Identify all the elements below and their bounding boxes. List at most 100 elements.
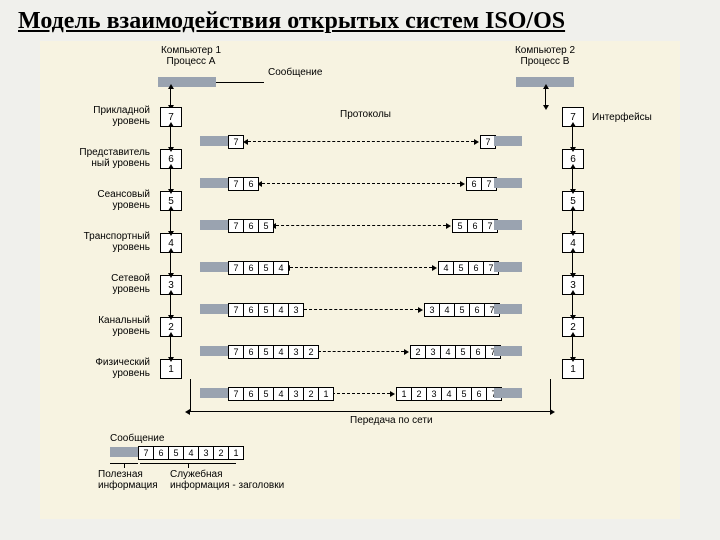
footer-msg-label: Сообщение bbox=[110, 433, 164, 444]
right-box-1: 1 bbox=[562, 359, 584, 379]
seg-bar-right-3 bbox=[494, 304, 522, 314]
seg-bar-right-2 bbox=[494, 346, 522, 356]
network-line bbox=[190, 411, 550, 412]
seg-cell: 4 bbox=[274, 261, 289, 275]
layer2-label: Канальный уровень bbox=[52, 315, 150, 337]
seg-cell: 1 bbox=[396, 387, 412, 401]
seg-cell: 5 bbox=[259, 219, 274, 233]
seg-cell: 5 bbox=[259, 303, 274, 317]
seg-cell: 5 bbox=[259, 261, 274, 275]
v-r-76 bbox=[572, 127, 573, 147]
v-l-76 bbox=[170, 127, 171, 147]
layer5-label: Сеансовый уровень bbox=[52, 189, 150, 211]
seg-cell: 6 bbox=[471, 345, 486, 359]
message-label: Сообщение bbox=[268, 67, 322, 78]
left-box-1: 1 bbox=[160, 359, 182, 379]
comp2-proc: Процесс В bbox=[500, 56, 590, 67]
seg-left-5: 765 bbox=[228, 219, 274, 231]
seg-cell: 5 bbox=[457, 387, 472, 401]
seg-cell: 5 bbox=[456, 345, 471, 359]
seg-cell: 6 bbox=[244, 261, 259, 275]
seg-cell: 5 bbox=[169, 446, 184, 460]
seg-bar-left-4 bbox=[200, 262, 228, 272]
v-l-32 bbox=[170, 295, 171, 315]
seg-cell: 5 bbox=[452, 219, 468, 233]
network-label: Передача по сети bbox=[350, 415, 433, 426]
seg-cell: 6 bbox=[468, 219, 483, 233]
v-r-21 bbox=[572, 337, 573, 357]
seg-cell: 2 bbox=[304, 387, 319, 401]
layer4-label: Транспортный уровень bbox=[52, 231, 150, 253]
seg-cell: 4 bbox=[274, 345, 289, 359]
seg-cell: 6 bbox=[244, 177, 259, 191]
comp2-label: Компьютер 2 Процесс В bbox=[500, 45, 590, 67]
seg-left-3: 76543 bbox=[228, 303, 304, 315]
seg-left-7: 7 bbox=[228, 135, 244, 147]
seg-bar-left-1 bbox=[200, 388, 228, 398]
seg-left-4: 7654 bbox=[228, 261, 289, 273]
seg-cell: 5 bbox=[454, 261, 469, 275]
v-l-21 bbox=[170, 337, 171, 357]
seg-cell: 6 bbox=[469, 261, 484, 275]
seg-cell: 6 bbox=[244, 303, 259, 317]
seg-cell: 7 bbox=[228, 261, 244, 275]
seg-cell: 7 bbox=[228, 387, 244, 401]
interfaces-label: Интерфейсы bbox=[592, 112, 652, 123]
v-l-54 bbox=[170, 211, 171, 231]
proto-line-6 bbox=[262, 183, 460, 184]
comp1-proc: Процесс А bbox=[146, 56, 236, 67]
v-r-54 bbox=[572, 211, 573, 231]
service-label: Служебная информация - заголовки bbox=[170, 469, 284, 491]
seg-cell: 6 bbox=[244, 219, 259, 233]
v-l-43 bbox=[170, 253, 171, 273]
seg-cell: 1 bbox=[319, 387, 334, 401]
seg-left-6: 76 bbox=[228, 177, 259, 189]
seg-cell: 2 bbox=[214, 446, 229, 460]
seg-cell: 7 bbox=[228, 219, 244, 233]
comp1-name: Компьютер 1 bbox=[146, 45, 236, 56]
seg-cell: 4 bbox=[438, 261, 454, 275]
seg-cell: 4 bbox=[274, 303, 289, 317]
seg-right-3: 34567 bbox=[424, 303, 500, 315]
v-r-32 bbox=[572, 295, 573, 315]
brace-service-tick bbox=[188, 463, 189, 468]
seg-cell: 6 bbox=[470, 303, 485, 317]
seg-bar-left-5 bbox=[200, 220, 228, 230]
seg-cell: 3 bbox=[199, 446, 214, 460]
slide-title: Модель взаимодействия открытых систем IS… bbox=[18, 8, 702, 35]
seg-right-6: 67 bbox=[466, 177, 497, 189]
seg-bar-left-7 bbox=[200, 136, 228, 146]
seg-cell: 7 bbox=[228, 345, 244, 359]
seg-cell: 4 bbox=[184, 446, 199, 460]
layer1-label: Физический уровень bbox=[52, 357, 150, 379]
seg-left-1: 7654321 bbox=[228, 387, 334, 399]
seg-bar-right-5 bbox=[494, 220, 522, 230]
seg-cell: 1 bbox=[229, 446, 244, 460]
proto-line-5 bbox=[276, 225, 446, 226]
seg-cell: 3 bbox=[289, 303, 304, 317]
seg-right-1: 1234567 bbox=[396, 387, 502, 399]
net-stub-l bbox=[190, 379, 191, 411]
seg-right-2: 234567 bbox=[410, 345, 501, 357]
seg-cell: 2 bbox=[410, 345, 426, 359]
seg-cell: 7 bbox=[228, 303, 244, 317]
arrow-a-down bbox=[170, 89, 171, 105]
seg-left-2: 765432 bbox=[228, 345, 319, 357]
seg-cell: 6 bbox=[244, 345, 259, 359]
seg-cell: 7 bbox=[228, 177, 244, 191]
seg-cell: 3 bbox=[427, 387, 442, 401]
seg-cell: 7 bbox=[138, 446, 154, 460]
layer7-label: Прикладной уровень bbox=[52, 105, 150, 127]
seg-cell: 3 bbox=[289, 387, 304, 401]
seg-cell: 3 bbox=[289, 345, 304, 359]
seg-cell: 4 bbox=[442, 387, 457, 401]
useful-label: Полезная информация bbox=[98, 469, 158, 491]
footer-seg: 7654321 bbox=[138, 446, 244, 458]
comp2-name: Компьютер 2 bbox=[500, 45, 590, 56]
slide: Модель взаимодействия открытых систем IS… bbox=[0, 0, 720, 540]
seg-right-5: 567 bbox=[452, 219, 498, 231]
v-l-65 bbox=[170, 169, 171, 189]
osi-diagram: Компьютер 1 Процесс А Компьютер 2 Процес… bbox=[40, 41, 680, 519]
seg-bar-right-1 bbox=[494, 388, 522, 398]
seg-bar-right-4 bbox=[494, 262, 522, 272]
